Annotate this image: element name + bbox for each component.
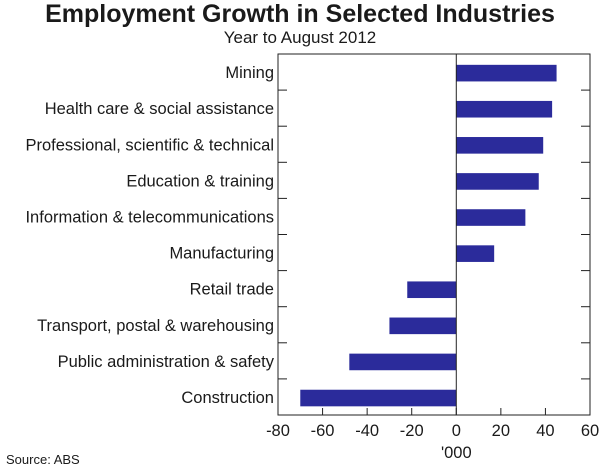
x-tick-label-1: -60 [311, 422, 335, 440]
category-label-6: Retail trade [190, 281, 274, 299]
category-label-3: Education & training [126, 172, 274, 190]
category-label-0: Mining [225, 64, 274, 82]
x-tick-label-2: -40 [355, 422, 379, 440]
category-label-8: Public administration & safety [58, 353, 275, 371]
bar-6 [407, 281, 457, 299]
bar-4 [456, 209, 526, 226]
x-tick-label-5: 20 [492, 422, 510, 440]
category-label-2: Professional, scientific & technical [25, 136, 274, 154]
category-label-5: Manufacturing [169, 245, 274, 263]
bar-1 [456, 100, 553, 118]
x-tick-label-3: -20 [400, 422, 424, 440]
category-label-4: Information & telecommunications [25, 208, 274, 226]
bar-5 [456, 245, 495, 262]
bar-8 [349, 353, 457, 371]
category-label-7: Transport, postal & warehousing [37, 317, 274, 335]
category-label-1: Health care & social assistance [45, 100, 274, 118]
chart-title: Employment Growth in Selected Industries [45, 0, 555, 28]
chart-subtitle: Year to August 2012 [223, 28, 377, 47]
category-label-9: Construction [181, 389, 274, 407]
x-tick-label-0: -80 [266, 422, 290, 440]
x-tick-label-7: 60 [581, 422, 599, 440]
bar-7 [389, 317, 457, 335]
x-axis-label: '000 [441, 444, 472, 462]
bar-2 [456, 137, 544, 154]
bar-0 [456, 64, 557, 82]
bar-9 [300, 389, 457, 407]
x-tick-label-6: 40 [536, 422, 554, 440]
bar-3 [456, 173, 539, 190]
source-note: Source: ABS [6, 452, 80, 467]
x-tick-label-4: 0 [452, 422, 461, 440]
